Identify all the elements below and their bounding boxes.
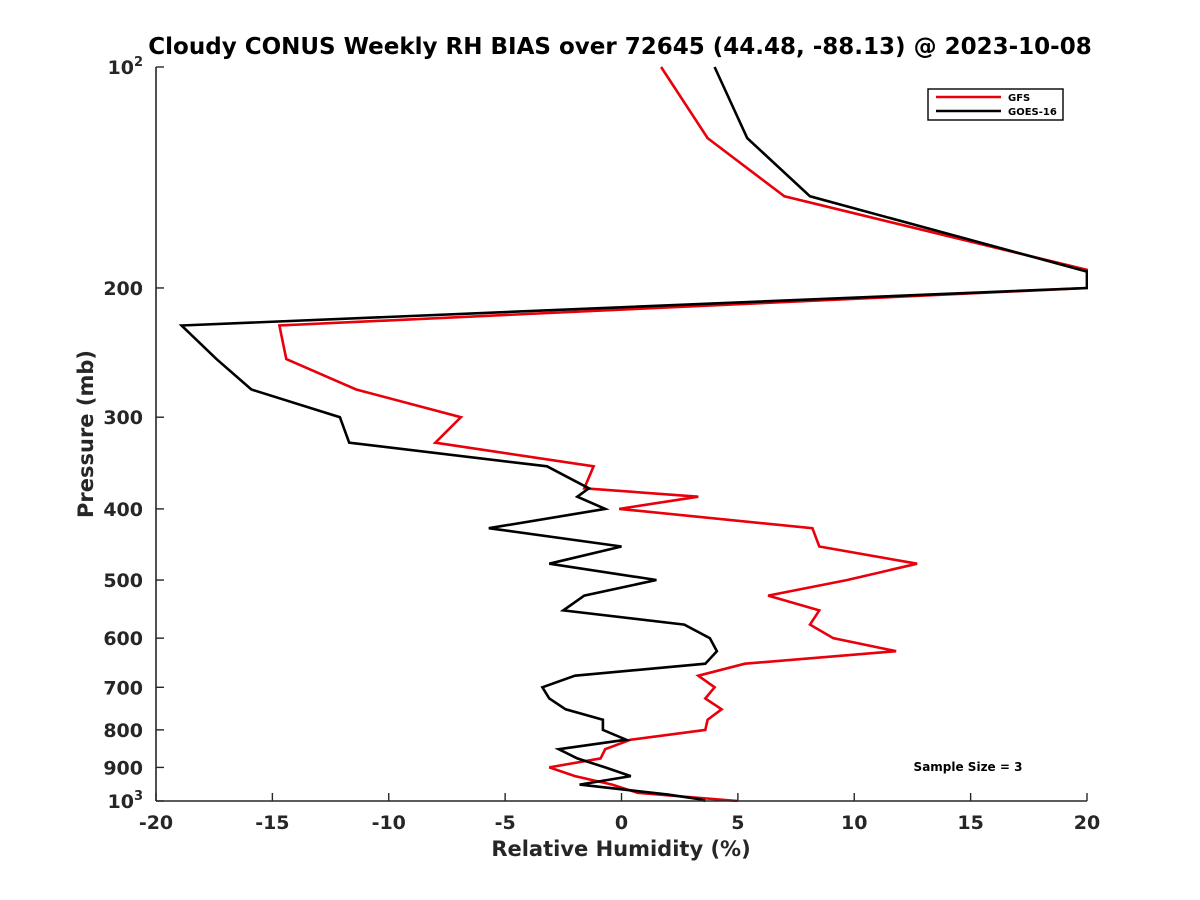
y-tick-label: 103 bbox=[108, 789, 144, 813]
y-tick-label: 700 bbox=[103, 677, 143, 699]
x-tick-label: -20 bbox=[139, 812, 173, 834]
x-tick-label: -15 bbox=[255, 812, 289, 834]
y-tick-label: 400 bbox=[103, 499, 143, 521]
legend-box bbox=[927, 88, 1064, 121]
legend: GFS GOES-16 bbox=[927, 88, 1064, 121]
x-tick-label: 10 bbox=[841, 812, 867, 834]
y-tick-label: 800 bbox=[103, 720, 143, 742]
sample-size-annotation: Sample Size = 3 bbox=[914, 760, 1023, 774]
x-tick-label: 5 bbox=[731, 812, 744, 834]
x-tick-label: -5 bbox=[495, 812, 516, 834]
y-tick-label: 300 bbox=[103, 407, 143, 429]
x-tick-label: 20 bbox=[1074, 812, 1100, 834]
y-tick-label: 600 bbox=[103, 628, 143, 650]
y-tick-label: 200 bbox=[103, 278, 143, 300]
series-line-goes16 bbox=[178, 66, 1088, 802]
y-tick-label: 500 bbox=[103, 570, 143, 592]
legend-label-goes16: GOES-16 bbox=[1008, 107, 1057, 118]
series-layer bbox=[178, 66, 1088, 802]
x-axis-ticks: -20 -15 -10 -5 0 5 10 15 20 bbox=[139, 793, 1100, 834]
x-axis-label: Relative Humidity (%) bbox=[491, 837, 750, 861]
legend-label-gfs: GFS bbox=[1008, 93, 1030, 104]
x-tick-label: 15 bbox=[957, 812, 983, 834]
y-axis-ticks: 102 200 300 400 500 600 700 800 900 103 bbox=[103, 55, 164, 813]
x-tick-label: -10 bbox=[372, 812, 406, 834]
y-tick-label: 900 bbox=[103, 757, 143, 779]
series-line-gfs bbox=[277, 66, 1088, 802]
chart-title: Cloudy CONUS Weekly RH BIAS over 72645 (… bbox=[148, 34, 1091, 60]
y-axis-label: Pressure (mb) bbox=[74, 350, 98, 518]
x-tick-label: 0 bbox=[615, 812, 628, 834]
y-tick-label: 102 bbox=[108, 55, 144, 79]
